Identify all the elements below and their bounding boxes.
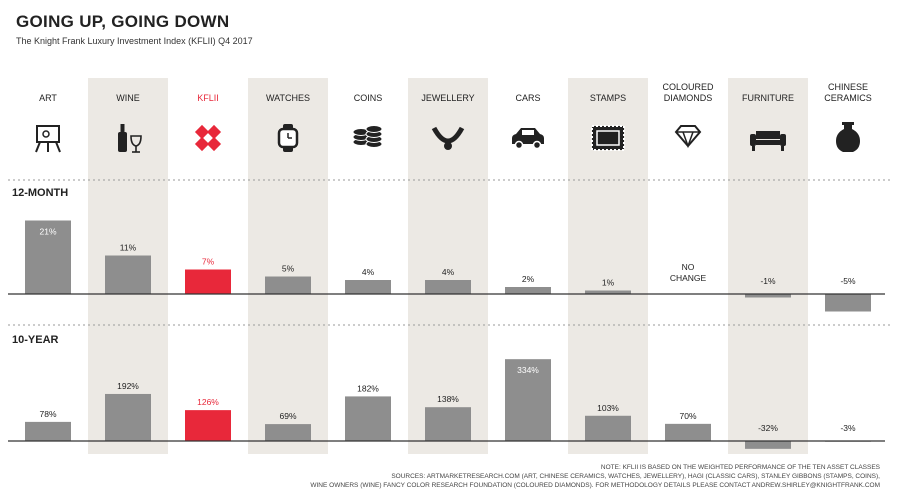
- category-label-jewellery: JEWELLERY: [421, 93, 474, 103]
- watch-icon: [277, 124, 299, 152]
- vase-icon: [836, 122, 860, 152]
- value-label-12-month-furniture: -1%: [760, 276, 776, 286]
- chart-title: GOING UP, GOING DOWN: [16, 12, 230, 31]
- bar-10-year-wine: [105, 393, 151, 441]
- value-label-10-year-kflii: 126%: [197, 397, 219, 407]
- series-label-10-year: 10-YEAR: [12, 334, 59, 346]
- value-label-12-month-coins: 4%: [362, 267, 375, 277]
- value-label-12-month-cars: 2%: [522, 274, 535, 284]
- bar-12-month-wine: [105, 255, 151, 294]
- value-label-10-year-watches: 69%: [279, 411, 296, 421]
- category-label-cars: CARS: [515, 93, 540, 103]
- value-label-10-year-chinese-ceramics: -3%: [840, 423, 856, 433]
- value-label-12-month-coloured-diamonds: NO CHANGE: [670, 262, 707, 283]
- value-label-10-year-jewellery: 138%: [437, 394, 459, 404]
- footnote-sources: SOURCES: ARTMARKETRESEARCH.COM (ART, CHI…: [391, 473, 880, 480]
- category-label-kflii: KFLII: [197, 93, 219, 103]
- diamond-icon: [674, 125, 702, 149]
- value-label-10-year-stamps: 103%: [597, 403, 619, 413]
- category-label-coins: COINS: [354, 93, 383, 103]
- bar-10-year-furniture: [745, 441, 791, 449]
- value-label-10-year-art: 78%: [39, 409, 56, 419]
- category-label-wine: WINE: [116, 93, 140, 103]
- value-label-12-month-wine: 11%: [120, 243, 137, 253]
- category-label-chinese-ceramics: CHINESE CERAMICS: [824, 82, 872, 103]
- footnote-methodology: WINE OWNERS (WINE) FANCY COLOR RESEARCH …: [310, 482, 880, 489]
- value-label-10-year-wine: 192%: [117, 381, 139, 391]
- bar-10-year-stamps: [585, 415, 631, 441]
- bar-12-month-kflii: [185, 269, 231, 294]
- bar-10-year-jewellery: [425, 407, 471, 441]
- easel-icon: [35, 125, 61, 153]
- value-label-12-month-jewellery: 4%: [442, 267, 455, 277]
- value-label-10-year-coloured-diamonds: 70%: [679, 411, 696, 421]
- bar-10-year-kflii: [185, 410, 231, 441]
- coins-icon: [352, 125, 383, 148]
- kflii-logo-icon: [194, 124, 222, 152]
- bar-12-month-furniture: [745, 294, 791, 298]
- category-label-stamps: STAMPS: [590, 93, 626, 103]
- bar-10-year-art: [25, 421, 71, 441]
- value-label-12-month-watches: 5%: [282, 264, 295, 274]
- footnote-note: NOTE: KFLII IS BASED ON THE WEIGHTED PER…: [600, 464, 880, 471]
- bar-12-month-watches: [265, 276, 311, 294]
- value-label-12-month-art: 21%: [39, 227, 56, 237]
- value-label-12-month-kflii: 7%: [202, 257, 215, 267]
- value-label-12-month-stamps: 1%: [602, 278, 615, 288]
- car-icon: [512, 128, 544, 150]
- category-label-furniture: FURNITURE: [742, 93, 794, 103]
- value-label-10-year-furniture: -32%: [758, 423, 778, 433]
- necklace-icon: [431, 126, 465, 150]
- category-label-watches: WATCHES: [266, 93, 310, 103]
- value-label-12-month-chinese-ceramics: -5%: [840, 276, 856, 286]
- wine-icon: [118, 124, 142, 153]
- series-label-12-month: 12-MONTH: [12, 187, 68, 199]
- bar-12-month-jewellery: [425, 280, 471, 294]
- bar-12-month-chinese-ceramics: [825, 294, 871, 312]
- bar-10-year-coins: [345, 396, 391, 441]
- category-label-art: ART: [39, 93, 57, 103]
- bar-12-month-art: [25, 220, 71, 294]
- value-label-10-year-coins: 182%: [357, 383, 379, 393]
- bar-10-year-coloured-diamonds: [665, 423, 711, 441]
- value-label-10-year-cars: 334%: [517, 365, 539, 375]
- bar-10-year-cars: [505, 359, 551, 441]
- bar-10-year-watches: [265, 424, 311, 441]
- category-label-coloured-diamonds: COLOURED DIAMONDS: [662, 82, 714, 103]
- stamp-icon: [591, 125, 625, 151]
- bar-12-month-stamps: [585, 290, 631, 294]
- bar-12-month-cars: [505, 287, 551, 294]
- chart-subtitle: The Knight Frank Luxury Investment Index…: [16, 36, 253, 46]
- sofa-icon: [750, 131, 786, 151]
- bar-12-month-coins: [345, 280, 391, 294]
